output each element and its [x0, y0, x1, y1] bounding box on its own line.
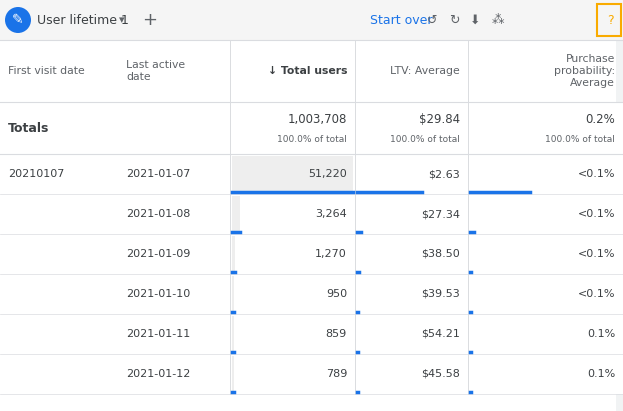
Text: Start over: Start over	[370, 14, 432, 26]
Bar	[0, 154, 623, 194]
Text: $29.84: $29.84	[419, 113, 460, 126]
Text: 0.2%: 0.2%	[585, 113, 615, 126]
Text: ⁂: ⁂	[492, 14, 504, 26]
Bar	[232, 236, 235, 272]
Text: <0.1%: <0.1%	[578, 209, 615, 219]
Bar	[0, 40, 623, 102]
Text: ⬇: ⬇	[470, 14, 480, 26]
Bar	[0, 194, 623, 234]
Text: +: +	[142, 11, 157, 29]
Text: 2021-01-08: 2021-01-08	[126, 209, 191, 219]
Text: 789: 789	[326, 369, 347, 379]
Bar	[0, 354, 623, 394]
Bar	[232, 316, 234, 352]
Text: ↻: ↻	[449, 14, 459, 26]
Text: 0.1%: 0.1%	[587, 329, 615, 339]
Text: $45.58: $45.58	[421, 369, 460, 379]
Bar	[232, 196, 240, 232]
Text: 100.0% of total: 100.0% of total	[390, 135, 460, 144]
Bar	[232, 276, 234, 312]
Text: <0.1%: <0.1%	[578, 289, 615, 299]
Text: ?: ?	[607, 14, 613, 26]
Bar	[0, 102, 623, 154]
Text: $2.63: $2.63	[428, 169, 460, 179]
Bar	[616, 40, 623, 411]
Text: $38.50: $38.50	[421, 249, 460, 259]
Text: 1,003,708: 1,003,708	[288, 113, 347, 126]
Bar	[232, 156, 353, 192]
Text: <0.1%: <0.1%	[578, 249, 615, 259]
Text: 20210107: 20210107	[8, 169, 64, 179]
Text: 2021-01-10: 2021-01-10	[126, 289, 190, 299]
Text: $39.53: $39.53	[421, 289, 460, 299]
Text: 2021-01-12: 2021-01-12	[126, 369, 191, 379]
Text: User lifetime 1: User lifetime 1	[37, 14, 129, 26]
Text: 1,270: 1,270	[315, 249, 347, 259]
Bar	[232, 356, 234, 392]
Text: Totals: Totals	[8, 122, 49, 134]
Text: 3,264: 3,264	[315, 209, 347, 219]
Bar	[0, 234, 623, 274]
Bar	[0, 274, 623, 314]
Text: 2021-01-11: 2021-01-11	[126, 329, 190, 339]
Text: ↺: ↺	[427, 14, 437, 26]
Text: 950: 950	[326, 289, 347, 299]
Text: ✎: ✎	[12, 13, 24, 27]
Text: 2021-01-09: 2021-01-09	[126, 249, 191, 259]
Text: 51,220: 51,220	[308, 169, 347, 179]
Text: 2021-01-07: 2021-01-07	[126, 169, 191, 179]
Text: Purchase
probability:
Average: Purchase probability: Average	[554, 54, 615, 88]
Text: $54.21: $54.21	[421, 329, 460, 339]
Bar	[597, 4, 621, 36]
Text: LTV: Average: LTV: Average	[390, 66, 460, 76]
Text: 100.0% of total: 100.0% of total	[277, 135, 347, 144]
Text: 0.1%: 0.1%	[587, 369, 615, 379]
Text: ↓ Total users: ↓ Total users	[267, 66, 347, 76]
Text: <0.1%: <0.1%	[578, 169, 615, 179]
Bar	[0, 0, 623, 40]
Text: ▾: ▾	[119, 15, 125, 25]
Bar	[0, 314, 623, 354]
Text: 859: 859	[326, 329, 347, 339]
Text: 100.0% of total: 100.0% of total	[545, 135, 615, 144]
Text: First visit date: First visit date	[8, 66, 85, 76]
Circle shape	[5, 7, 31, 33]
Text: $27.34: $27.34	[421, 209, 460, 219]
Text: Last active
date: Last active date	[126, 60, 185, 82]
